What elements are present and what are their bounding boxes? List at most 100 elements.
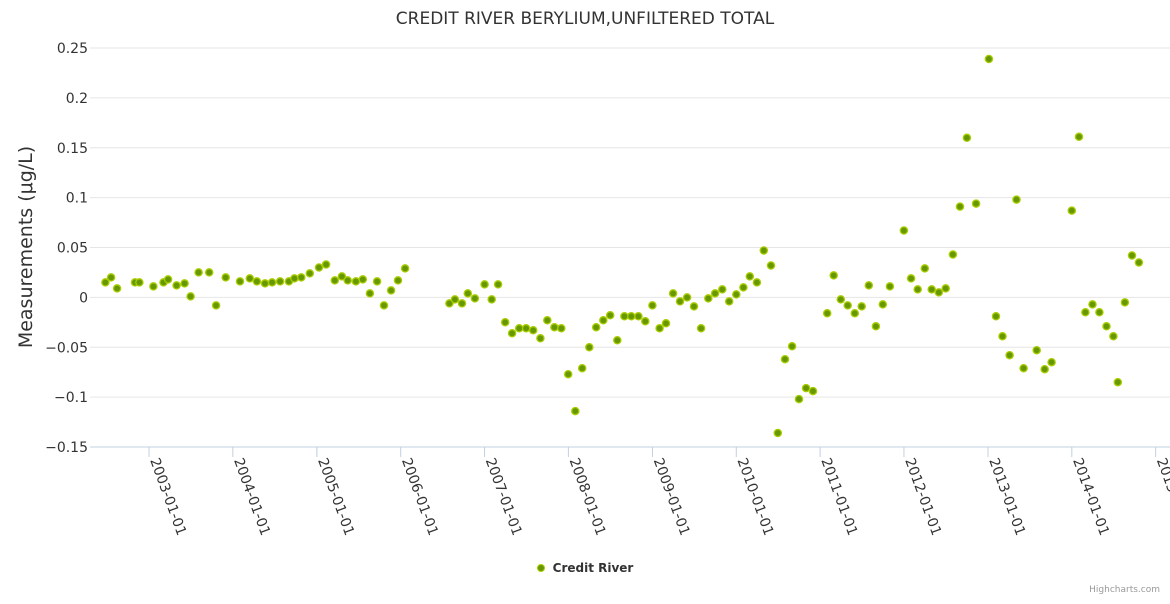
data-point[interactable] (557, 324, 566, 333)
data-point[interactable] (732, 290, 741, 299)
data-point[interactable] (739, 283, 748, 292)
data-point[interactable] (704, 294, 713, 303)
data-point[interactable] (101, 278, 110, 287)
data-point[interactable] (962, 133, 972, 143)
data-point[interactable] (563, 369, 573, 379)
data-point[interactable] (457, 299, 467, 308)
data-point[interactable] (514, 324, 524, 333)
data-point[interactable] (585, 343, 594, 352)
data-point[interactable] (571, 406, 580, 416)
data-point[interactable] (1095, 308, 1104, 317)
data-point[interactable] (682, 293, 692, 302)
data-point[interactable] (235, 277, 245, 286)
data-point[interactable] (172, 281, 181, 290)
data-point[interactable] (372, 277, 382, 286)
data-point[interactable] (204, 268, 214, 277)
data-point[interactable] (899, 226, 909, 235)
data-point[interactable] (850, 309, 860, 318)
data-point[interactable] (991, 312, 1001, 321)
data-point[interactable] (393, 276, 403, 285)
data-point[interactable] (752, 278, 762, 287)
data-point[interactable] (696, 324, 706, 333)
data-point[interactable] (724, 297, 734, 306)
data-point[interactable] (221, 273, 230, 282)
data-point[interactable] (480, 280, 489, 289)
data-point[interactable] (577, 363, 587, 373)
data-point[interactable] (780, 354, 790, 364)
data-point[interactable] (358, 275, 368, 284)
data-point[interactable] (941, 284, 950, 293)
data-point[interactable] (829, 271, 838, 280)
data-point[interactable] (507, 329, 517, 338)
data-point[interactable] (211, 301, 221, 310)
data-point[interactable] (487, 295, 496, 304)
data-point[interactable] (955, 202, 965, 211)
data-point[interactable] (1047, 357, 1056, 367)
data-point[interactable] (180, 279, 189, 288)
data-point[interactable] (194, 268, 203, 277)
data-point[interactable] (634, 312, 643, 321)
data-point[interactable] (759, 246, 769, 255)
data-point[interactable] (1032, 345, 1041, 355)
data-point[interactable] (920, 264, 930, 273)
data-point[interactable] (822, 309, 832, 318)
data-point[interactable] (365, 289, 375, 298)
data-point[interactable] (710, 289, 720, 298)
data-point[interactable] (267, 278, 277, 287)
data-point[interactable] (718, 285, 727, 294)
data-point[interactable] (330, 276, 340, 285)
data-point[interactable] (971, 199, 981, 208)
data-point[interactable] (906, 274, 916, 283)
data-point[interactable] (878, 300, 888, 309)
data-point[interactable] (668, 289, 678, 298)
data-point[interactable] (591, 323, 601, 332)
data-point[interactable] (343, 276, 352, 285)
data-point[interactable] (528, 326, 538, 335)
data-point[interactable] (1005, 350, 1014, 360)
data-point[interactable] (843, 301, 852, 310)
data-point[interactable] (836, 295, 846, 304)
data-point[interactable] (984, 54, 994, 64)
data-point[interactable] (1109, 332, 1118, 341)
data-point[interactable] (871, 322, 881, 331)
data-point[interactable] (1074, 132, 1084, 142)
data-point[interactable] (135, 278, 144, 287)
data-point[interactable] (493, 280, 503, 289)
data-point[interactable] (1102, 322, 1111, 331)
data-point[interactable] (550, 323, 559, 332)
data-point[interactable] (948, 250, 958, 259)
data-point[interactable] (1088, 300, 1097, 309)
data-point[interactable] (536, 334, 545, 343)
data-point[interactable] (648, 301, 657, 310)
data-point[interactable] (186, 292, 195, 301)
data-point[interactable] (337, 272, 347, 281)
data-point[interactable] (445, 299, 454, 308)
credits-link[interactable]: Highcharts.com (1089, 585, 1160, 595)
data-point[interactable] (773, 428, 783, 438)
data-point[interactable] (627, 312, 636, 321)
data-point[interactable] (766, 261, 776, 270)
data-point[interactable] (275, 277, 285, 286)
data-point[interactable] (599, 316, 608, 325)
data-point[interactable] (1081, 308, 1090, 317)
data-point[interactable] (605, 311, 615, 320)
data-point[interactable] (794, 394, 804, 404)
data-point[interactable] (1067, 206, 1077, 215)
data-point[interactable] (1120, 298, 1130, 307)
data-point[interactable] (864, 281, 874, 290)
data-point[interactable] (998, 332, 1007, 341)
data-point[interactable] (314, 263, 324, 272)
data-point[interactable] (1127, 251, 1137, 260)
data-point[interactable] (613, 336, 622, 345)
data-point[interactable] (641, 317, 650, 326)
data-point[interactable] (787, 342, 797, 351)
data-point[interactable] (543, 316, 552, 325)
data-point[interactable] (305, 269, 315, 278)
legend-item-credit-river[interactable]: Credit River (536, 561, 633, 575)
data-point[interactable] (655, 324, 664, 333)
data-point[interactable] (106, 273, 116, 282)
data-point[interactable] (913, 285, 922, 294)
data-point[interactable] (1134, 258, 1144, 267)
data-point[interactable] (1019, 363, 1028, 373)
data-point[interactable] (521, 324, 531, 333)
